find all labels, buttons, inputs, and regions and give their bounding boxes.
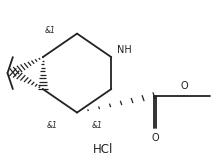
Text: HCl: HCl (92, 143, 113, 156)
Text: O: O (180, 81, 188, 91)
Text: &1: &1 (45, 26, 56, 35)
Text: &1: &1 (47, 121, 58, 130)
Text: &1: &1 (92, 121, 103, 130)
Text: NH: NH (117, 45, 131, 55)
Text: O: O (151, 133, 159, 143)
